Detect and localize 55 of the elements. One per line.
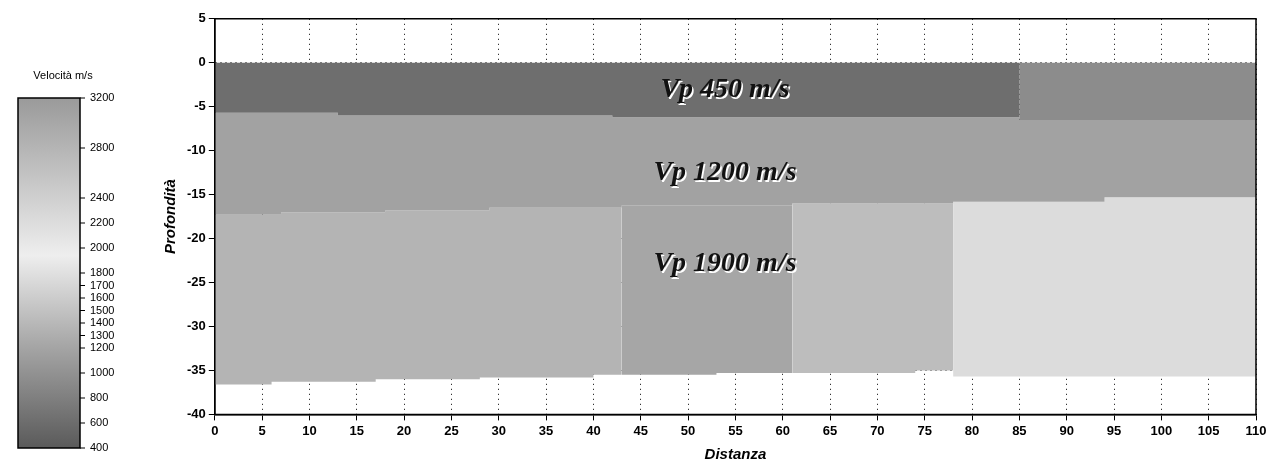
x-tick-label: 70 bbox=[870, 422, 885, 438]
x-tick-label: 10 bbox=[302, 422, 317, 438]
y-tick-label: -5 bbox=[194, 98, 206, 114]
y-tick-label: -20 bbox=[186, 230, 206, 246]
color-bar-label: 1800 bbox=[90, 266, 115, 279]
x-axis-title: Distanza bbox=[704, 445, 767, 463]
annotation: Vp 1200 m/s bbox=[653, 155, 797, 187]
color-bar-label: 400 bbox=[90, 441, 109, 454]
x-tick-label: 25 bbox=[444, 422, 459, 438]
y-tick-label: -30 bbox=[186, 318, 206, 334]
color-bar-label: 2200 bbox=[90, 216, 115, 229]
x-tick-label: 90 bbox=[1059, 422, 1074, 438]
color-bar-label: 3200 bbox=[90, 91, 115, 104]
color-bar-label: 1400 bbox=[90, 316, 115, 329]
color-bar-label: 600 bbox=[90, 416, 109, 429]
x-tick-label: 55 bbox=[728, 422, 743, 438]
x-tick-label: 15 bbox=[349, 422, 365, 438]
color-bar-label: 2000 bbox=[90, 241, 115, 254]
x-tick-label: 35 bbox=[538, 422, 554, 438]
x-tick-label: 20 bbox=[396, 422, 412, 438]
x-tick-label: 30 bbox=[491, 422, 506, 438]
color-bar-label: 1600 bbox=[90, 291, 115, 304]
y-tick-label: -35 bbox=[186, 362, 206, 378]
color-bar-label: 1500 bbox=[90, 303, 115, 316]
y-tick-label: -10 bbox=[186, 142, 206, 158]
x-tick-label: 95 bbox=[1106, 422, 1122, 438]
annotation: Vp 1900 m/s bbox=[653, 246, 797, 278]
y-tick-label: -25 bbox=[186, 274, 206, 290]
x-tick-label: 105 bbox=[1197, 422, 1220, 438]
x-tick-label: 110 bbox=[1245, 422, 1267, 438]
color-bar-label: 2400 bbox=[90, 191, 115, 204]
y-tick-label: 0 bbox=[198, 54, 206, 70]
color-bar-title: Velocità m/s bbox=[33, 69, 94, 82]
x-tick-label: 85 bbox=[1012, 422, 1027, 438]
x-tick-label: 45 bbox=[633, 422, 648, 438]
color-bar-label: 1200 bbox=[90, 341, 115, 354]
color-bar-label: 1700 bbox=[90, 278, 115, 291]
color-bar-label: 800 bbox=[90, 391, 109, 404]
x-tick-label: 100 bbox=[1150, 422, 1173, 438]
y-tick-label: -40 bbox=[186, 405, 206, 421]
x-tick-label: 65 bbox=[822, 422, 838, 438]
color-bar-label: 1300 bbox=[90, 328, 115, 341]
x-tick-label: 75 bbox=[917, 422, 932, 438]
x-tick-label: 5 bbox=[258, 422, 266, 438]
x-tick-label: 40 bbox=[586, 422, 601, 438]
y-axis-title: Profondità bbox=[161, 179, 179, 255]
x-tick-label: 60 bbox=[775, 422, 790, 438]
annotation: Vp 450 m/s bbox=[660, 72, 790, 104]
color-bar-label: 2800 bbox=[90, 141, 115, 154]
color-bar-label: 1000 bbox=[90, 366, 115, 379]
y-tick-label: 5 bbox=[198, 10, 206, 26]
x-tick-label: 0 bbox=[211, 422, 219, 438]
x-tick-label: 80 bbox=[964, 422, 980, 438]
y-tick-label: -15 bbox=[186, 186, 206, 202]
x-tick-label: 50 bbox=[680, 422, 696, 438]
